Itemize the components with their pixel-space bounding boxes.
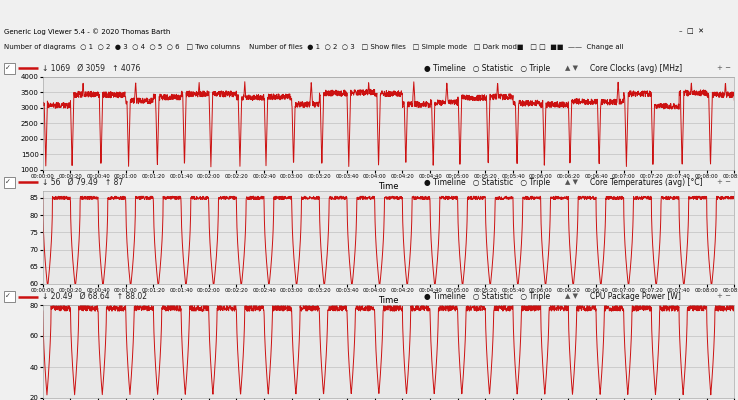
Text: Number of diagrams  ○ 1  ○ 2  ● 3  ○ 4  ○ 5  ○ 6   □ Two columns    Number of fi: Number of diagrams ○ 1 ○ 2 ● 3 ○ 4 ○ 5 ○… <box>4 44 624 50</box>
Text: ✓: ✓ <box>5 293 11 299</box>
Text: ● Timeline   ○ Statistic   ○ Triple: ● Timeline ○ Statistic ○ Triple <box>424 292 551 301</box>
Text: ● Timeline   ○ Statistic   ○ Triple: ● Timeline ○ Statistic ○ Triple <box>424 178 551 187</box>
Text: –  □  ✕: – □ ✕ <box>679 28 704 34</box>
FancyBboxPatch shape <box>4 290 15 302</box>
Text: ✓: ✓ <box>5 65 11 71</box>
Text: ▲ ▼: ▲ ▼ <box>565 294 578 300</box>
Text: ↓ 20.49   Ø 68.64   ↑ 88.02: ↓ 20.49 Ø 68.64 ↑ 88.02 <box>42 292 147 301</box>
X-axis label: Time: Time <box>379 182 399 191</box>
Text: CPU Package Power [W]: CPU Package Power [W] <box>590 292 681 301</box>
Text: ● Timeline   ○ Statistic   ○ Triple: ● Timeline ○ Statistic ○ Triple <box>424 64 551 73</box>
Text: ✓: ✓ <box>5 179 11 185</box>
FancyBboxPatch shape <box>4 62 15 74</box>
Text: Generic Log Viewer 5.4 - © 2020 Thomas Barth: Generic Log Viewer 5.4 - © 2020 Thomas B… <box>4 28 170 35</box>
Text: ▲ ▼: ▲ ▼ <box>565 66 578 72</box>
Text: + −: + − <box>717 294 731 300</box>
Text: ↓ 56   Ø 79.49   ↑ 87: ↓ 56 Ø 79.49 ↑ 87 <box>42 178 123 187</box>
Text: Core Temperatures (avg) [°C]: Core Temperatures (avg) [°C] <box>590 178 703 187</box>
Text: + −: + − <box>717 180 731 186</box>
Text: Core Clocks (avg) [MHz]: Core Clocks (avg) [MHz] <box>590 64 683 73</box>
FancyBboxPatch shape <box>4 176 15 188</box>
Text: ↓ 1069   Ø 3059   ↑ 4076: ↓ 1069 Ø 3059 ↑ 4076 <box>42 64 140 73</box>
Text: ▲ ▼: ▲ ▼ <box>565 180 578 186</box>
Text: + −: + − <box>717 66 731 72</box>
X-axis label: Time: Time <box>379 296 399 305</box>
